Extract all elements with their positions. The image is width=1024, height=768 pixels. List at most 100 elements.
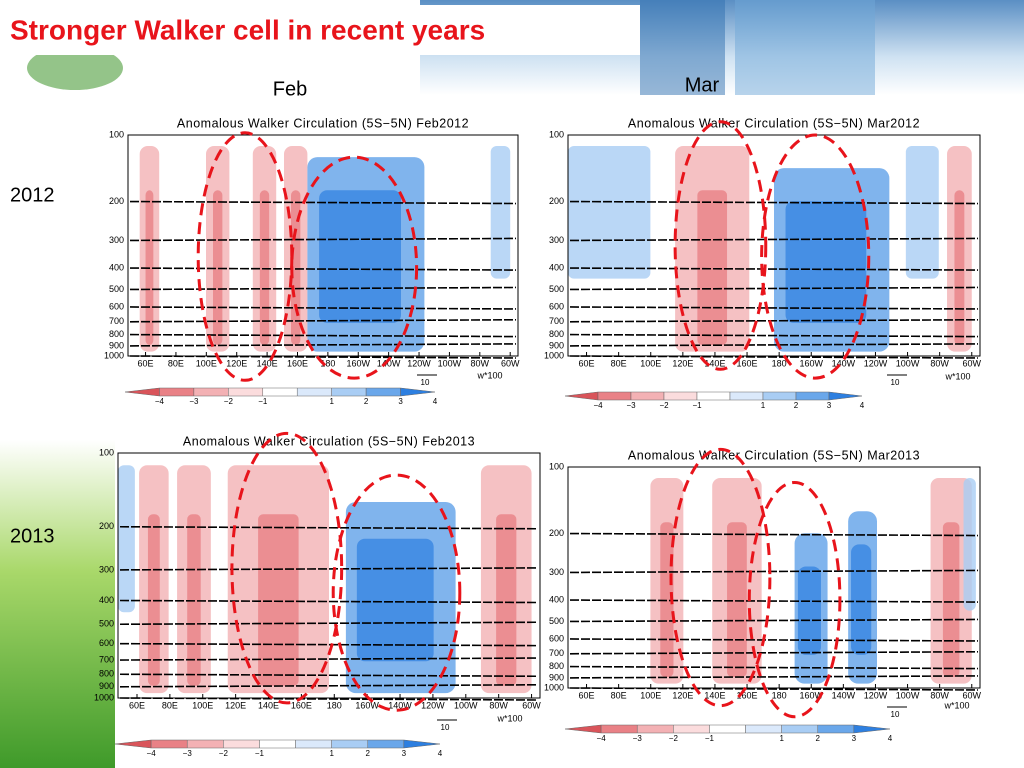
colorbar-swatch bbox=[262, 387, 298, 397]
lon-label: 140W bbox=[832, 358, 856, 368]
wind-vectors bbox=[569, 675, 979, 679]
lon-label: 80W bbox=[930, 690, 949, 700]
wind-vectors bbox=[569, 599, 979, 603]
level-label: 700 bbox=[109, 316, 124, 326]
colorbar-swatch bbox=[193, 387, 229, 397]
level-label: 400 bbox=[99, 595, 114, 605]
colorbar-swatch bbox=[124, 387, 160, 397]
level-label: 1000 bbox=[94, 692, 114, 702]
panel-title: Anomalous Walker Circulation (5S−5N) Feb… bbox=[177, 116, 469, 130]
colorbar-swatch bbox=[745, 724, 782, 734]
slide-title: Stronger Walker cell in recent years bbox=[10, 14, 485, 45]
colorbar-swatch bbox=[762, 391, 797, 401]
lon-label: 60W bbox=[501, 358, 520, 368]
highlight-ellipse bbox=[747, 480, 842, 719]
lon-label: 160W bbox=[799, 358, 823, 368]
vector-scale: w*100 bbox=[943, 700, 969, 710]
colorbar-label: −4 bbox=[593, 401, 603, 410]
negative-anomaly-core bbox=[851, 544, 872, 655]
lon-label: 80W bbox=[489, 700, 508, 710]
lon-label: 80E bbox=[611, 690, 627, 700]
level-label: 1000 bbox=[104, 350, 124, 360]
level-label: 900 bbox=[99, 681, 114, 691]
wind-vectors bbox=[119, 525, 539, 530]
wind-vectors bbox=[569, 237, 979, 242]
colorbar-swatch bbox=[709, 724, 746, 734]
vector-scale: w*100 bbox=[476, 370, 502, 380]
lon-label: 120W bbox=[407, 358, 431, 368]
colorbar-label: −3 bbox=[633, 734, 643, 743]
wind-vectors bbox=[129, 237, 517, 242]
colorbar-label: 4 bbox=[433, 397, 438, 406]
colorbar-label: 2 bbox=[366, 749, 371, 758]
lon-label: 160E bbox=[737, 358, 758, 368]
colorbar-swatch bbox=[365, 387, 401, 397]
colorbar-swatch bbox=[729, 391, 764, 401]
colorbar-swatch bbox=[400, 387, 436, 397]
negative-anomaly bbox=[905, 146, 939, 279]
wind-vectors bbox=[569, 267, 979, 271]
wind-vectors bbox=[569, 333, 979, 338]
level-label: 200 bbox=[109, 196, 124, 206]
lon-label: 80W bbox=[930, 358, 949, 368]
level-label: 100 bbox=[109, 129, 124, 139]
colorbar-label: 3 bbox=[852, 734, 857, 743]
plot-frame bbox=[567, 134, 981, 357]
highlight-ellipse bbox=[331, 473, 462, 712]
level-label: 1000 bbox=[544, 682, 564, 692]
lon-label: 140E bbox=[258, 700, 279, 710]
positive-anomaly-core bbox=[258, 514, 299, 686]
highlight-ellipse bbox=[290, 155, 419, 380]
colorbar-swatch bbox=[564, 391, 599, 401]
negative-anomaly-core bbox=[356, 538, 434, 662]
lon-label: 100E bbox=[192, 700, 213, 710]
colorbar-label: −1 bbox=[705, 734, 715, 743]
ref-label: 10 bbox=[421, 378, 430, 387]
ref-label: 10 bbox=[891, 710, 900, 719]
lon-label: 160E bbox=[737, 690, 758, 700]
colorbar-label: 1 bbox=[329, 749, 334, 758]
lon-label: 80E bbox=[611, 358, 627, 368]
wind-vectors bbox=[569, 306, 979, 310]
panel-title: Anomalous Walker Circulation (5S−5N) Mar… bbox=[628, 116, 920, 130]
level-label: 400 bbox=[109, 262, 124, 272]
colorbar-swatch bbox=[781, 724, 819, 734]
colorbar-swatch bbox=[828, 391, 863, 401]
positive-anomaly-core bbox=[291, 190, 301, 345]
level-label: 500 bbox=[549, 284, 564, 294]
wind-vectors bbox=[569, 638, 979, 642]
lon-label: 160W bbox=[799, 690, 823, 700]
colorbar-swatch bbox=[223, 739, 260, 749]
colorbar-swatch bbox=[114, 739, 152, 749]
colorbar-swatch bbox=[331, 739, 369, 749]
panel-title: Anomalous Walker Circulation (5S−5N) Feb… bbox=[183, 434, 475, 448]
level-label: 600 bbox=[99, 638, 114, 648]
lon-label: 120E bbox=[672, 358, 693, 368]
level-label: 100 bbox=[99, 447, 114, 457]
wind-vectors bbox=[119, 657, 539, 661]
wind-vectors bbox=[129, 306, 517, 310]
ref-label: 10 bbox=[441, 723, 450, 732]
photo bbox=[735, 0, 875, 95]
wind-vectors bbox=[129, 267, 517, 271]
colorbar-label: 1 bbox=[779, 734, 784, 743]
plot-area bbox=[568, 467, 980, 688]
column-label: Feb bbox=[273, 78, 307, 100]
wind-vectors bbox=[569, 318, 979, 323]
colorbar-label: −3 bbox=[183, 749, 193, 758]
lon-label: 100W bbox=[896, 358, 920, 368]
positive-anomaly-core bbox=[213, 190, 223, 345]
logo bbox=[27, 46, 123, 90]
lon-label: 80W bbox=[471, 358, 490, 368]
highlight-ellipse bbox=[230, 431, 344, 705]
lon-label: 160W bbox=[355, 700, 379, 710]
wind-vectors bbox=[569, 343, 979, 347]
colorbar-label: 4 bbox=[888, 734, 893, 743]
level-label: 300 bbox=[109, 235, 124, 245]
level-label: 700 bbox=[549, 648, 564, 658]
colorbar-swatch bbox=[403, 739, 441, 749]
lon-label: 60W bbox=[963, 690, 982, 700]
negative-anomaly bbox=[490, 146, 511, 279]
colorbar-label: 2 bbox=[364, 397, 369, 406]
